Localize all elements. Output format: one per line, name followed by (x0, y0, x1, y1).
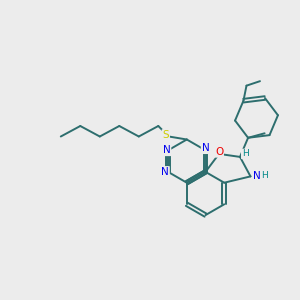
Text: N: N (163, 145, 170, 155)
Text: N: N (253, 171, 261, 181)
Text: H: H (262, 171, 268, 180)
Text: N: N (161, 167, 169, 177)
Text: H: H (242, 149, 248, 158)
Text: S: S (163, 130, 169, 140)
Text: N: N (202, 143, 209, 153)
Text: O: O (215, 147, 223, 157)
